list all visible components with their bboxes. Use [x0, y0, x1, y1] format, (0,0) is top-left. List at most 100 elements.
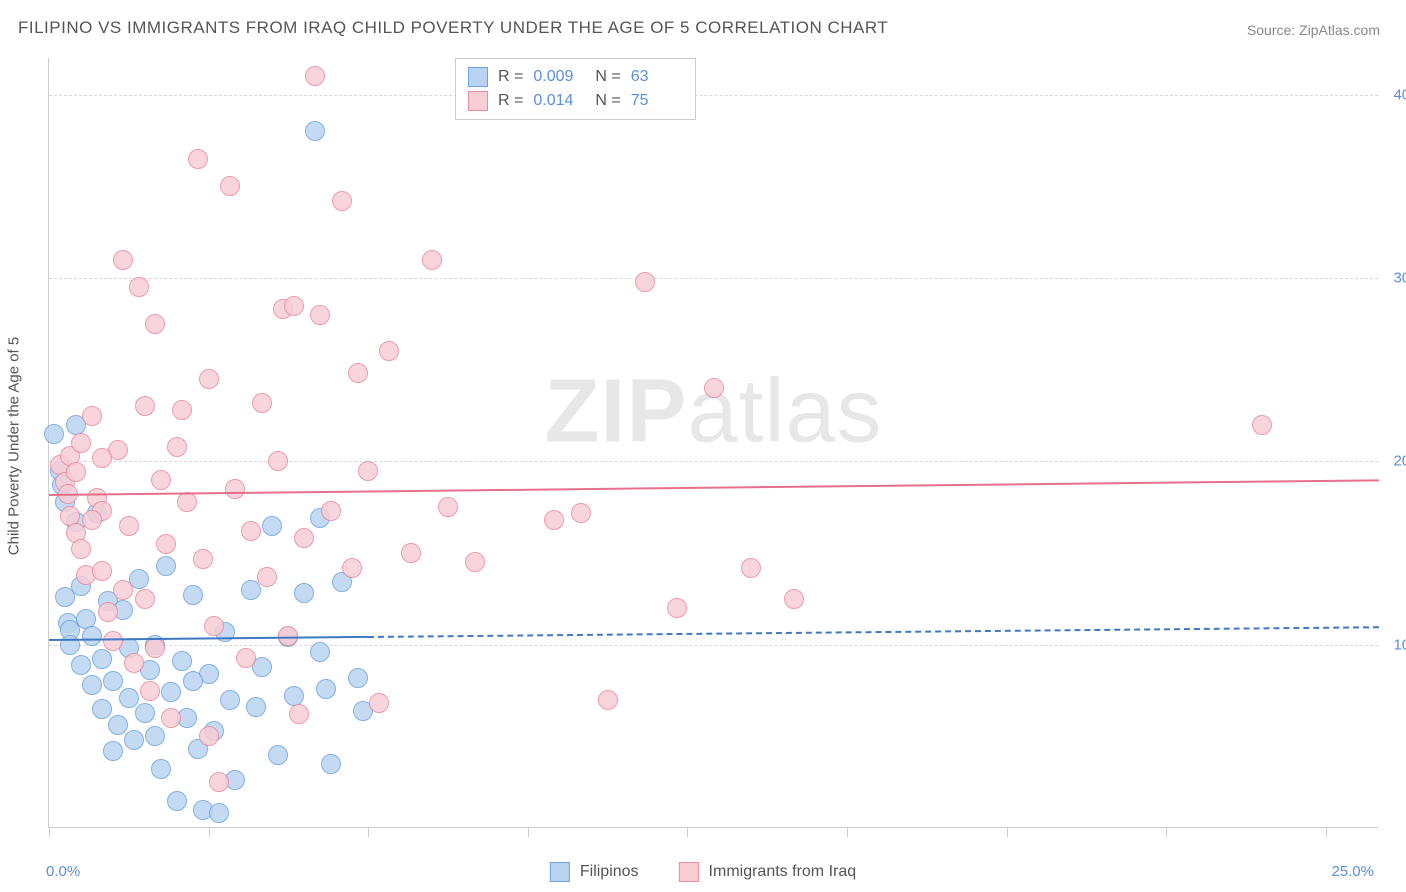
- n-label-1: N =: [595, 65, 620, 89]
- data-point-iraq: [741, 558, 761, 578]
- data-point-iraq: [71, 539, 91, 559]
- data-point-iraq: [103, 631, 123, 651]
- data-point-iraq: [209, 772, 229, 792]
- data-point-iraq: [635, 272, 655, 292]
- x-tick: [1326, 827, 1327, 837]
- data-point-iraq: [294, 528, 314, 548]
- data-point-iraq: [167, 437, 187, 457]
- gridline: [49, 95, 1378, 96]
- data-point-iraq: [284, 296, 304, 316]
- data-point-iraq: [199, 369, 219, 389]
- data-point-iraq: [348, 363, 368, 383]
- data-point-filipinos: [156, 556, 176, 576]
- data-point-iraq: [379, 341, 399, 361]
- data-point-iraq: [598, 690, 618, 710]
- data-point-filipinos: [209, 803, 229, 823]
- data-point-filipinos: [60, 635, 80, 655]
- x-tick: [528, 827, 529, 837]
- data-point-filipinos: [310, 642, 330, 662]
- data-point-iraq: [1252, 415, 1272, 435]
- data-point-filipinos: [294, 583, 314, 603]
- data-point-iraq: [571, 503, 591, 523]
- data-point-iraq: [113, 580, 133, 600]
- r-label-1: R =: [498, 65, 523, 89]
- data-point-iraq: [321, 501, 341, 521]
- data-point-iraq: [135, 396, 155, 416]
- data-point-filipinos: [119, 688, 139, 708]
- data-point-iraq: [305, 66, 325, 86]
- stats-row-iraq: R = 0.014 N = 75: [468, 89, 683, 113]
- data-point-iraq: [422, 250, 442, 270]
- data-point-iraq: [465, 552, 485, 572]
- data-point-filipinos: [103, 671, 123, 691]
- y-tick-label: 40.0%: [1393, 86, 1406, 103]
- data-point-iraq: [257, 567, 277, 587]
- watermark-light: atlas: [687, 361, 882, 461]
- data-point-iraq: [145, 638, 165, 658]
- data-point-filipinos: [268, 745, 288, 765]
- data-point-iraq: [82, 406, 102, 426]
- data-point-iraq: [278, 626, 298, 646]
- r-label-2: R =: [498, 89, 523, 113]
- data-point-filipinos: [92, 649, 112, 669]
- chart-container: FILIPINO VS IMMIGRANTS FROM IRAQ CHILD P…: [0, 0, 1406, 892]
- x-axis-min-label: 0.0%: [46, 863, 80, 880]
- watermark: ZIPatlas: [544, 360, 882, 463]
- data-point-iraq: [784, 589, 804, 609]
- data-point-filipinos: [71, 655, 91, 675]
- legend-label-iraq: Immigrants from Iraq: [709, 863, 857, 881]
- x-tick: [209, 827, 210, 837]
- x-tick: [1007, 827, 1008, 837]
- data-point-filipinos: [145, 726, 165, 746]
- plot-area: ZIPatlas 10.0%20.0%30.0%40.0%: [48, 58, 1378, 828]
- data-point-iraq: [129, 277, 149, 297]
- data-point-iraq: [177, 492, 197, 512]
- data-point-filipinos: [124, 730, 144, 750]
- data-point-iraq: [310, 305, 330, 325]
- data-point-iraq: [289, 704, 309, 724]
- data-point-filipinos: [348, 668, 368, 688]
- data-point-iraq: [82, 510, 102, 530]
- swatch-iraq: [468, 91, 488, 111]
- data-point-iraq: [199, 726, 219, 746]
- legend-swatch-iraq: [679, 862, 699, 882]
- data-point-iraq: [252, 393, 272, 413]
- x-tick: [847, 827, 848, 837]
- gridline: [49, 278, 1378, 279]
- data-point-iraq: [544, 510, 564, 530]
- watermark-bold: ZIP: [544, 361, 687, 461]
- y-tick-label: 20.0%: [1393, 453, 1406, 470]
- data-point-iraq: [151, 470, 171, 490]
- data-point-filipinos: [183, 585, 203, 605]
- data-point-iraq: [369, 693, 389, 713]
- data-point-filipinos: [108, 715, 128, 735]
- data-point-filipinos: [167, 791, 187, 811]
- data-point-iraq: [124, 653, 144, 673]
- data-point-iraq: [92, 448, 112, 468]
- gridline: [49, 461, 1378, 462]
- data-point-iraq: [401, 543, 421, 563]
- data-point-iraq: [66, 462, 86, 482]
- data-point-iraq: [204, 616, 224, 636]
- data-point-iraq: [225, 479, 245, 499]
- data-point-iraq: [268, 451, 288, 471]
- data-point-filipinos: [82, 675, 102, 695]
- y-tick-label: 10.0%: [1393, 636, 1406, 653]
- trend-line-iraq: [49, 480, 1379, 497]
- data-point-filipinos: [172, 651, 192, 671]
- r-value-2: 0.014: [533, 89, 585, 113]
- data-point-iraq: [220, 176, 240, 196]
- data-point-filipinos: [316, 679, 336, 699]
- n-label-2: N =: [595, 89, 620, 113]
- r-value-1: 0.009: [533, 65, 585, 89]
- legend-label-filipinos: Filipinos: [580, 863, 639, 881]
- data-point-iraq: [156, 534, 176, 554]
- source-label: Source: ZipAtlas.com: [1247, 22, 1380, 38]
- y-axis-title: Child Poverty Under the Age of 5: [6, 337, 23, 555]
- x-axis-max-label: 25.0%: [1331, 863, 1374, 880]
- data-point-iraq: [236, 648, 256, 668]
- stats-row-filipinos: R = 0.009 N = 63: [468, 65, 683, 89]
- n-value-1: 63: [631, 65, 683, 89]
- data-point-iraq: [438, 497, 458, 517]
- data-point-filipinos: [161, 682, 181, 702]
